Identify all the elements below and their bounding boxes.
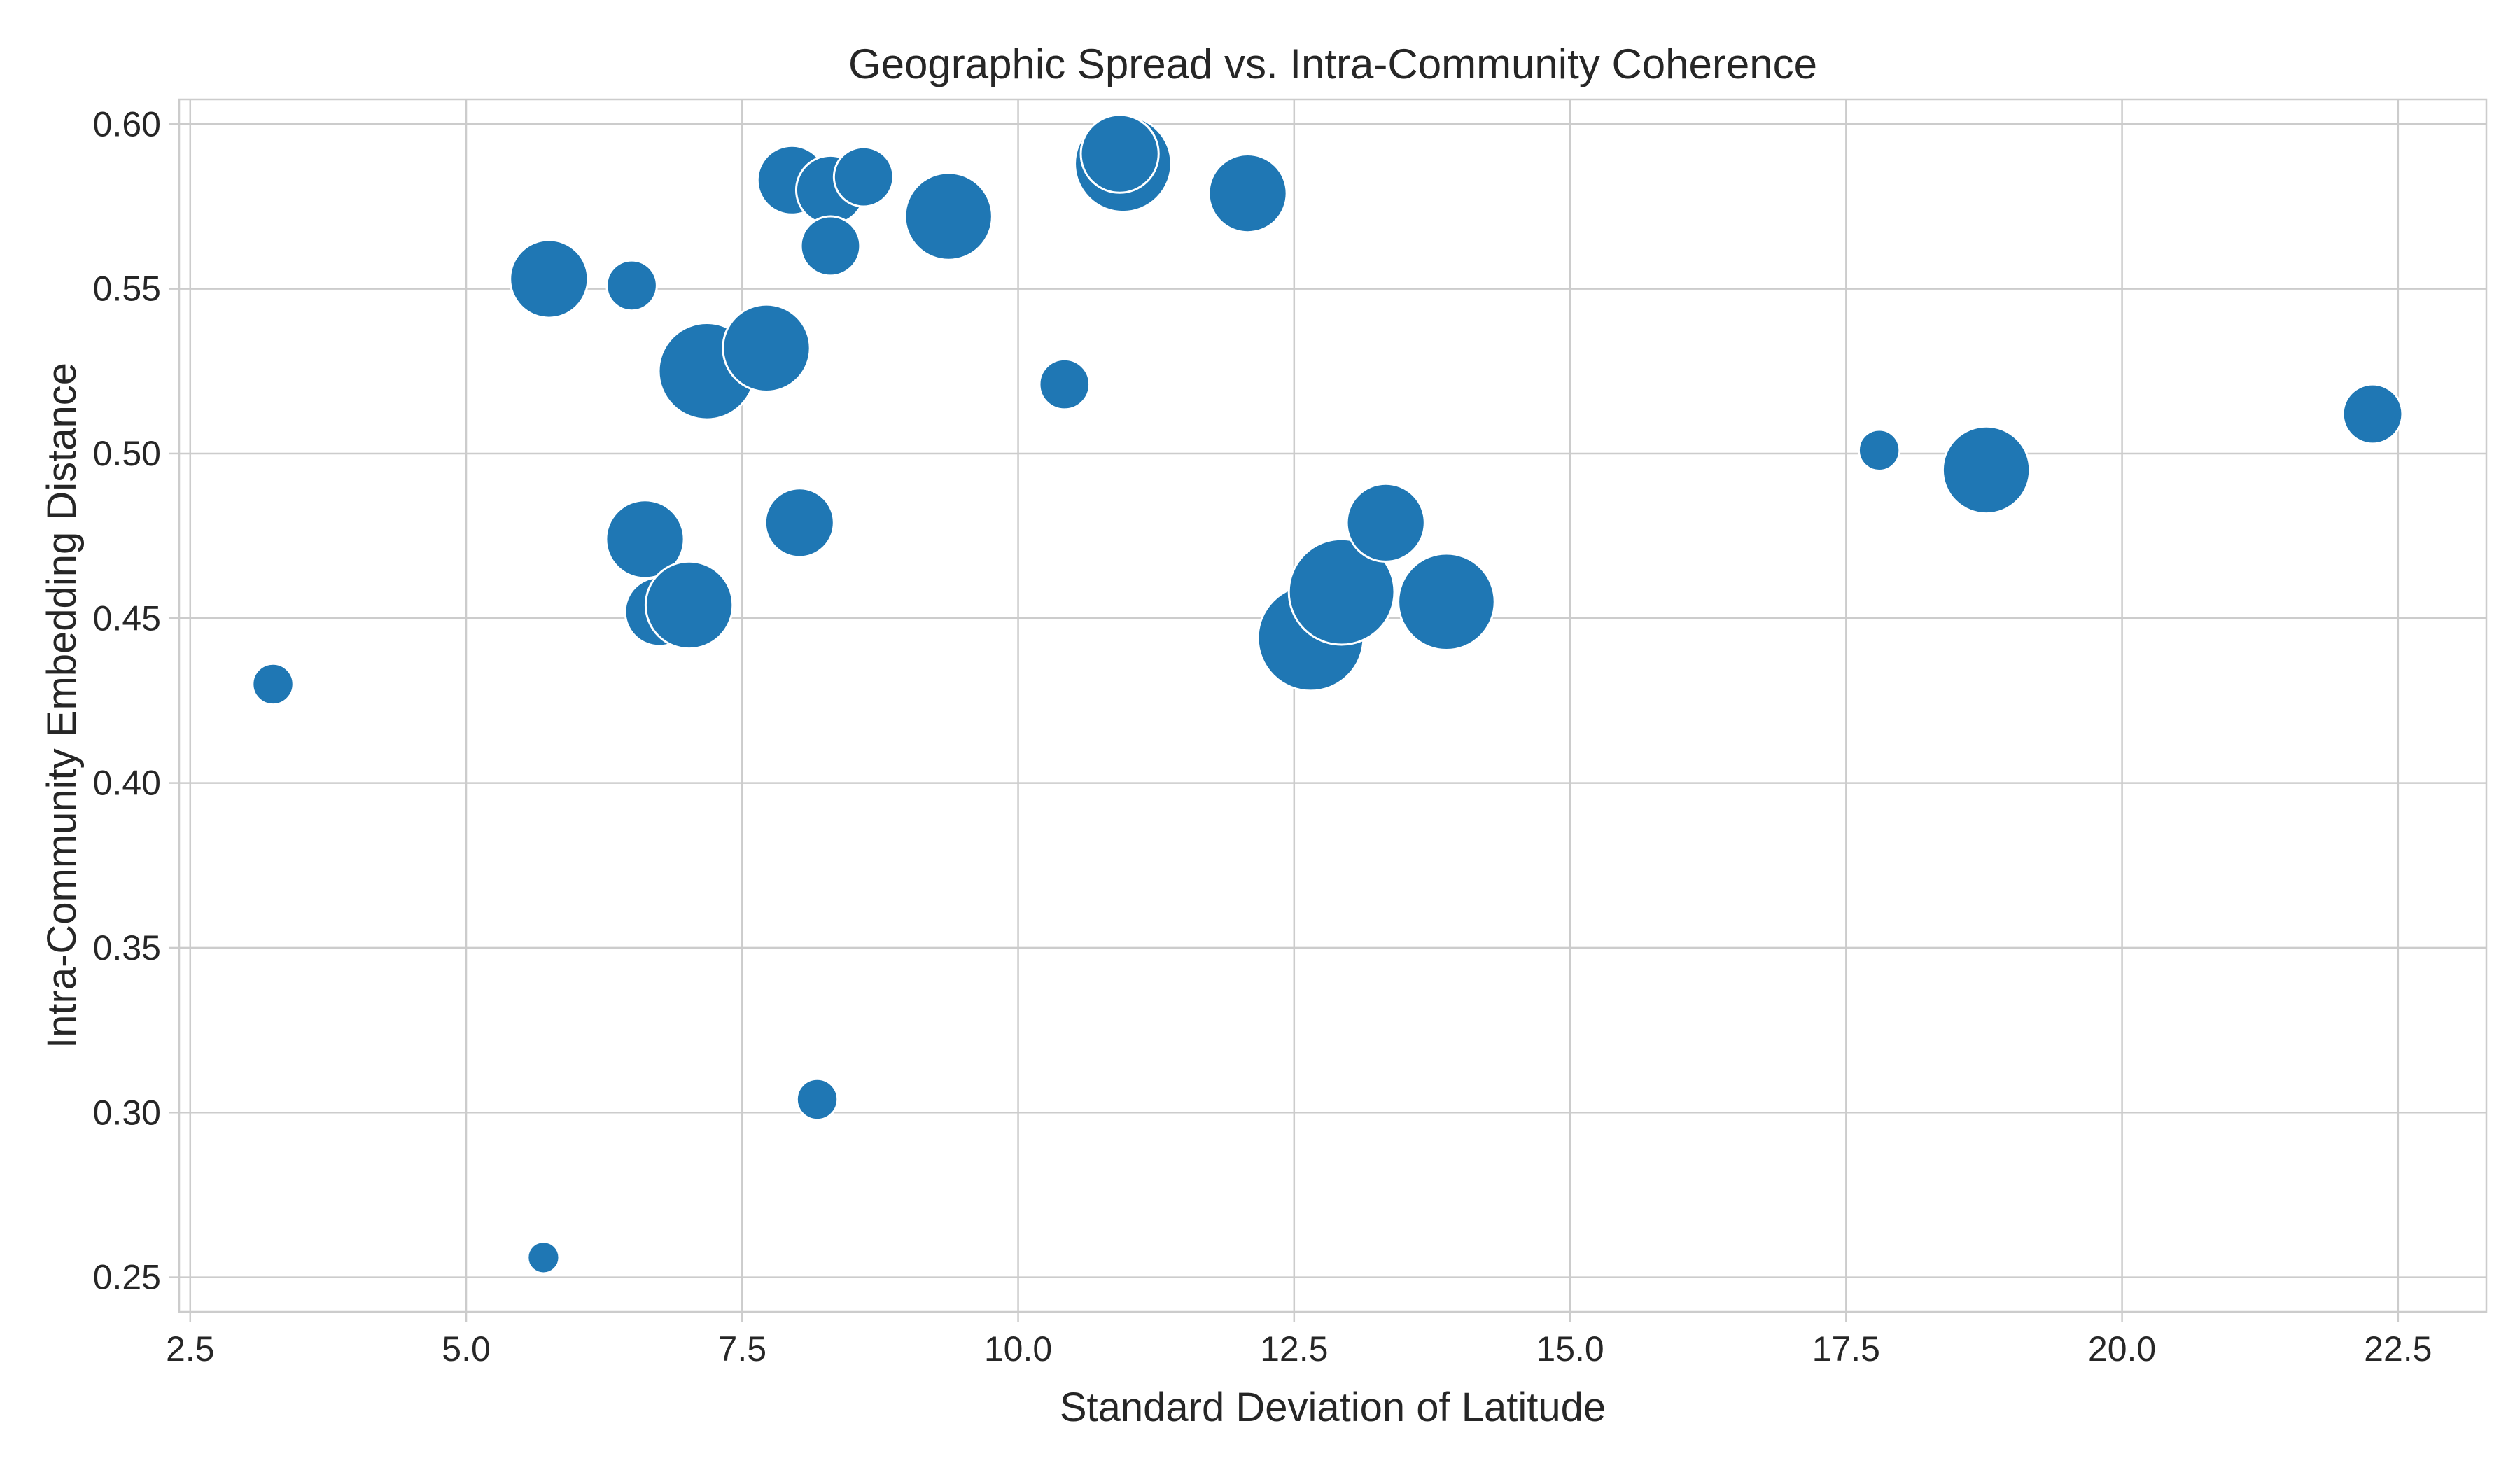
x-tick-label: 2.5 (166, 1329, 215, 1368)
y-tick-label: 0.45 (93, 598, 161, 638)
data-point (509, 239, 589, 319)
data-point (795, 1077, 839, 1121)
x-tick-label: 17.5 (1812, 1329, 1880, 1368)
x-axis-label: Standard Deviation of Latitude (1060, 1385, 1606, 1430)
x-tick-label: 15.0 (1536, 1329, 1604, 1368)
data-point (1038, 358, 1091, 411)
data-point (1941, 425, 2031, 515)
data-point (1857, 428, 1901, 472)
y-axis-label: Intra-Community Embedding Distance (39, 363, 85, 1049)
data-point (1208, 153, 1288, 234)
x-tick-label: 12.5 (1260, 1329, 1328, 1368)
y-tick-label: 0.40 (93, 764, 161, 803)
x-tick-label: 22.5 (2364, 1329, 2432, 1368)
data-point (832, 146, 895, 208)
y-tick-label: 0.55 (93, 270, 161, 309)
data-point (251, 662, 295, 706)
data-points (251, 113, 2404, 1275)
y-tick-label: 0.35 (93, 928, 161, 967)
data-point (764, 487, 835, 559)
data-point (1345, 482, 1426, 563)
data-point (605, 499, 685, 580)
y-axis-ticks: 0.25 0.30 0.35 0.40 0.45 0.50 0.55 0.60 (93, 104, 179, 1297)
x-tick-label: 7.5 (718, 1329, 767, 1368)
x-tick-label: 20.0 (2088, 1329, 2156, 1368)
y-tick-label: 0.60 (93, 104, 161, 144)
y-tick-label: 0.30 (93, 1093, 161, 1132)
data-point (722, 303, 811, 393)
data-point (904, 172, 993, 261)
x-tick-label: 5.0 (442, 1329, 491, 1368)
chart-title: Geographic Spread vs. Intra-Community Co… (848, 41, 1817, 88)
data-point (526, 1240, 561, 1275)
x-axis-ticks: 2.5 5.0 7.5 10.0 12.5 15.0 17.5 20.0 22.5 (166, 1312, 2432, 1368)
data-point (1397, 552, 1496, 652)
data-point (2342, 383, 2404, 445)
data-point (1287, 538, 1396, 646)
y-tick-label: 0.25 (93, 1258, 161, 1297)
data-point (606, 259, 658, 312)
data-point (1079, 113, 1160, 194)
x-tick-label: 10.0 (984, 1329, 1052, 1368)
y-tick-label: 0.50 (93, 434, 161, 473)
grid (179, 99, 2486, 1312)
data-point (644, 560, 734, 650)
data-point (799, 215, 862, 277)
